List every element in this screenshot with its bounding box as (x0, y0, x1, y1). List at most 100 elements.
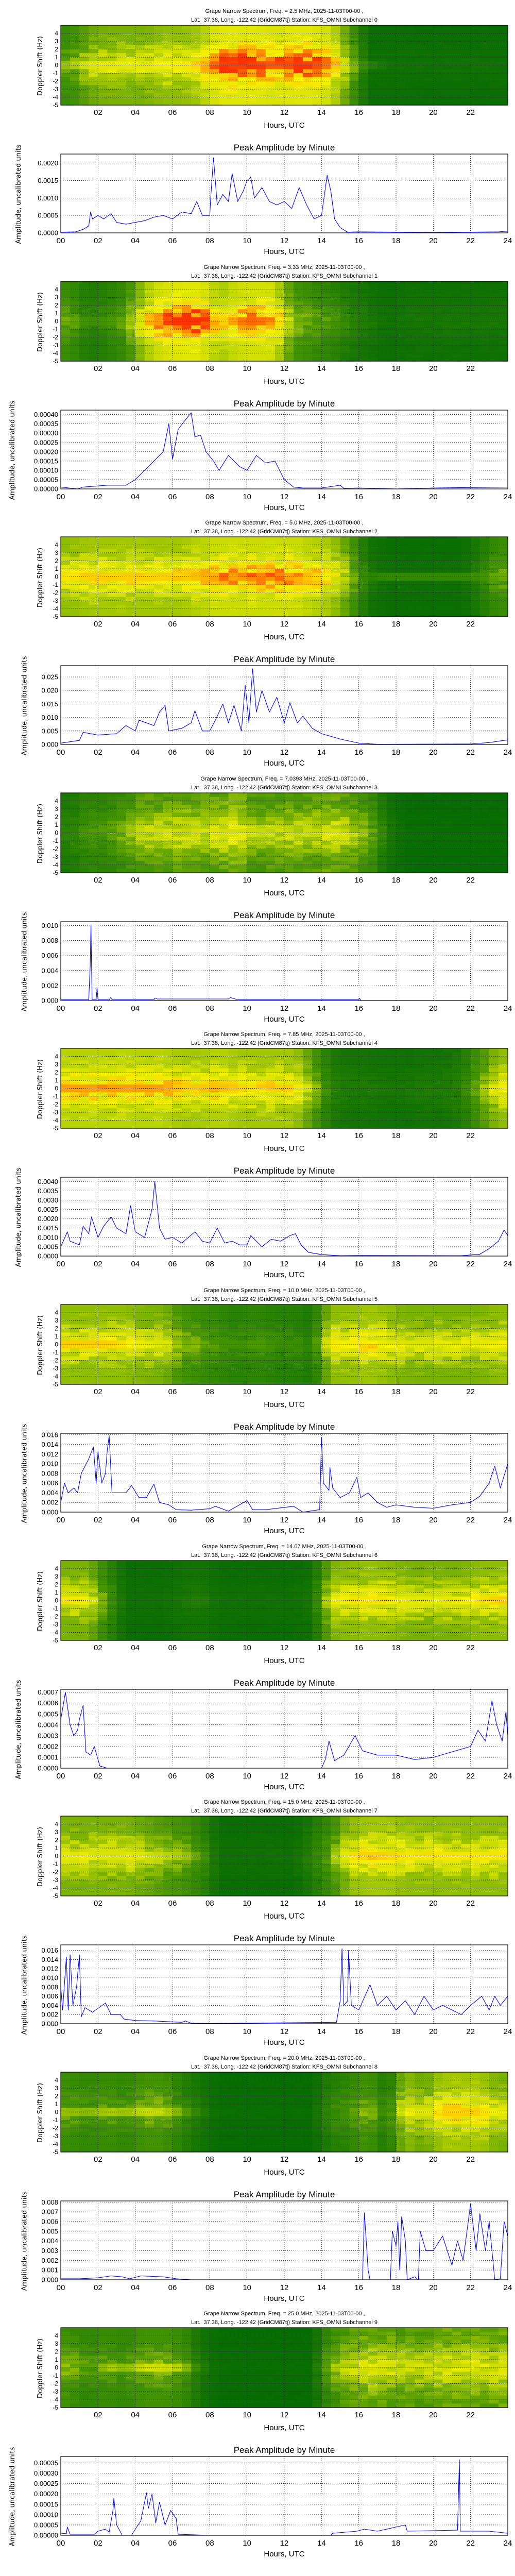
spectrogram-cell (191, 349, 201, 353)
spectrogram-cell (349, 57, 359, 62)
spectrogram-cell (321, 537, 332, 541)
spectrogram-cell (219, 604, 229, 609)
spectrogram-cell (349, 333, 359, 337)
spectrogram-cell (153, 840, 164, 845)
spectrogram-cell (470, 545, 480, 550)
spectrogram-cell (173, 549, 182, 553)
spectrogram-cell (116, 1096, 127, 1101)
spectrogram-cell (265, 1048, 276, 1053)
spectrogram-cell (358, 305, 369, 310)
spectrogram-cell (70, 353, 80, 358)
spectrogram-cell (200, 585, 210, 589)
spectrogram-cell (358, 569, 369, 573)
spectrogram-cell (116, 1100, 127, 1105)
spectrogram-cell (405, 73, 415, 78)
spectrogram-cell (377, 549, 387, 553)
spectrogram-cell (461, 353, 471, 358)
spectrogram-cell (256, 93, 266, 98)
spectrogram-cell (294, 101, 303, 106)
spectrogram-cell (489, 805, 499, 809)
spectrogram-cell (200, 1084, 210, 1089)
spectrogram-cell (498, 812, 508, 817)
spectrogram-cell (442, 540, 453, 546)
spectrogram-cell (331, 285, 341, 290)
spectrogram-cell (126, 301, 136, 306)
spectrogram-cell (107, 1120, 117, 1125)
spectrogram-cell (377, 805, 387, 809)
spectrogram-cell (70, 844, 80, 849)
spectrogram-cell (191, 309, 201, 314)
spectrogram-cell (135, 81, 145, 86)
spectrogram-cell (368, 824, 378, 829)
spectrogram-cell (274, 333, 285, 337)
spectrogram-cell (452, 73, 462, 78)
spectrogram-cell (116, 549, 127, 553)
spectrogram-cell (368, 97, 378, 101)
spectrogram-cell (191, 293, 201, 298)
spectrogram-cell (144, 801, 154, 805)
spectrogram-cell (358, 293, 369, 298)
spectrogram-cell (228, 792, 238, 798)
spectrogram-cell (153, 581, 164, 585)
spectrogram-cell (70, 561, 80, 566)
spectrogram-cell (368, 69, 378, 74)
spectrogram-cell (153, 281, 164, 285)
spectrogram-cell (228, 281, 238, 285)
spectrogram-cell (126, 1116, 136, 1121)
amplitude-ytick-label: 0.005 (41, 727, 58, 735)
spectrogram-cell (303, 601, 313, 605)
spectrogram-cell (144, 293, 154, 298)
spectrogram-cell (331, 1064, 341, 1069)
spectrogram-cell (135, 837, 145, 841)
spectrogram-cell (116, 1108, 127, 1113)
spectrogram-cell (70, 1076, 80, 1081)
spectrogram-cell (358, 856, 369, 861)
spectrogram-cell (228, 1112, 238, 1117)
spectrogram-cell (116, 1084, 127, 1089)
spectrogram-cell (173, 565, 182, 569)
spectrogram-cell (126, 1053, 136, 1057)
spectrogram-cell (153, 41, 164, 46)
spectrogram-cell (452, 549, 462, 553)
spectrogram-cell (163, 844, 173, 849)
spectrogram-cell (144, 565, 154, 569)
spectrogram-cell (182, 581, 192, 585)
spectrogram-cell (210, 349, 220, 353)
spectrogram-ytick-label: 2 (55, 46, 58, 53)
spectrogram-cell (210, 53, 220, 58)
spectrogram-cell (461, 860, 471, 865)
spectrogram-cell (321, 1108, 332, 1113)
spectrogram-ytick-label: -2 (53, 589, 58, 597)
spectrogram-ylabel: Doppler Shift (Hz) (37, 292, 44, 352)
spectrogram-cell (358, 101, 369, 106)
spectrogram-cell (340, 1112, 350, 1117)
spectrogram-cell (228, 337, 238, 342)
spectrogram-cell (200, 1092, 210, 1097)
spectrogram-cell (312, 808, 322, 814)
spectrogram-cell (173, 281, 182, 285)
spectrogram-cell (237, 81, 248, 86)
spectrogram-cell (489, 281, 499, 285)
spectrogram-cell (452, 301, 462, 306)
spectrogram-cell (61, 1104, 71, 1109)
spectrogram-cell (116, 1092, 127, 1097)
spectrogram-cell (442, 29, 453, 34)
spectrogram-cell (349, 856, 359, 861)
spectrogram-cell (191, 808, 201, 814)
spectrogram-cell (284, 812, 294, 817)
spectrogram-cell (321, 37, 332, 42)
spectrogram-cell (228, 317, 238, 321)
spectrogram-cell (331, 53, 341, 58)
spectrogram-cell (303, 856, 313, 861)
spectrogram-cell (79, 357, 89, 362)
spectrogram-cell (116, 329, 127, 333)
spectrogram-cell (386, 33, 397, 38)
spectrogram-cell (470, 577, 480, 582)
spectrogram-cell (284, 844, 294, 849)
spectrogram-cell (424, 613, 434, 617)
spectrogram-cell (386, 25, 397, 30)
spectrogram-cell (377, 285, 387, 290)
spectrogram-cell (265, 49, 276, 54)
amplitude-title: Peak Amplitude by Minute (234, 143, 335, 152)
spectrogram-cell (256, 61, 266, 66)
